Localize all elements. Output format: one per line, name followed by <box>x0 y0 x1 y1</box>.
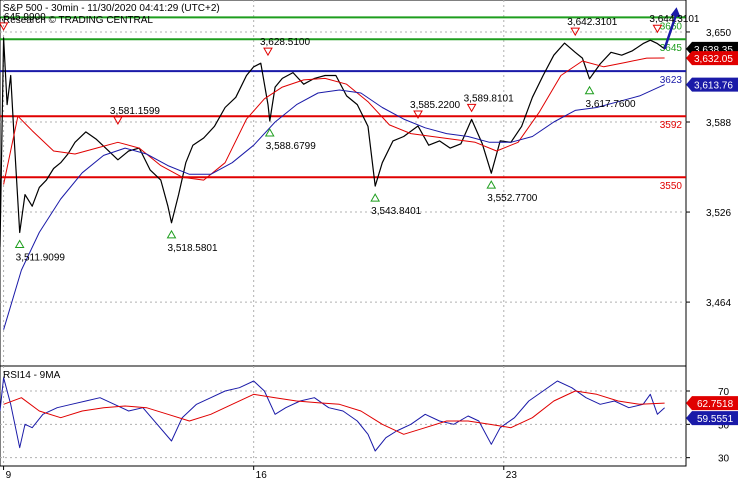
chart-subtitle: Research © TRADING CENTRAL <box>3 15 153 26</box>
price-levels: 36603645362335923550 <box>0 16 686 192</box>
level-label-4: 3550 <box>660 181 683 192</box>
rsi-series-line-rsi <box>0 377 665 452</box>
low-marker-3 <box>166 229 177 239</box>
value-tag-label-1: 3,632.05 <box>694 54 733 65</box>
x-tick-label-0: 9 <box>6 470 12 480</box>
high-label-2: 3,581.1599 <box>110 106 160 117</box>
high-marker-4 <box>263 47 273 57</box>
price-tick-label-1: 3,588 <box>706 118 731 129</box>
rsi-series <box>0 377 665 452</box>
low-marker-11 <box>584 85 595 95</box>
value-tag-bg-2 <box>686 77 738 92</box>
rsi-title: RSI14 - 9MA <box>3 370 61 381</box>
projection-arrow-head <box>670 7 681 18</box>
rsi-series-line-rsi-ma <box>3 390 665 435</box>
rsi-plot-frame <box>0 365 687 467</box>
x-tick-label-2: 23 <box>506 470 518 480</box>
high-marker-8 <box>466 103 477 113</box>
rsi-value-tag-bg-1 <box>686 411 738 426</box>
low-marker-5 <box>264 128 275 137</box>
price-panel: 36603645362335923550 3,645.99003,511.909… <box>0 0 738 367</box>
rsi-panel: 70 50 30 62.7518 59.5551 RSI14 - 9MA <box>0 365 738 467</box>
high-marker-7 <box>413 110 423 120</box>
price-tick-label-2: 3,526 <box>706 208 731 219</box>
chart-title: S&P 500 - 30min - 11/30/2020 04:41:29 (U… <box>3 3 220 14</box>
rsi-tick-label-2: 30 <box>718 454 730 465</box>
level-label-2: 3623 <box>660 75 683 86</box>
rsi-tick-label-0: 70 <box>718 387 730 398</box>
low-label-1: 3,511.9099 <box>16 253 66 264</box>
low-marker-9 <box>486 180 497 189</box>
high-label-8: 3,589.8101 <box>464 93 514 104</box>
high-marker-10 <box>570 27 581 37</box>
price-y-axis: 3,650 3,588 3,526 3,464 <box>686 28 731 309</box>
price-plot-frame <box>0 0 687 367</box>
price-tick-label-0: 3,650 <box>706 28 731 39</box>
rsi-value-tag-bg-0 <box>686 396 738 411</box>
rsi-y-axis: 70 50 30 <box>686 387 730 465</box>
rsi-value-tag-label-0: 62.7518 <box>697 399 734 410</box>
high-label-0: 3,645.9900 <box>0 12 46 23</box>
high-label-12: 3,644.3101 <box>649 14 699 25</box>
rsi-tick-label-1: 50 <box>718 420 730 431</box>
low-marker-1 <box>14 239 25 249</box>
value-tag-bg-1 <box>686 51 738 66</box>
high-marker-0 <box>0 22 9 31</box>
low-label-9: 3,552.7700 <box>487 193 537 204</box>
value-tag-label-0: 3,638.35 <box>694 45 733 56</box>
high-label-4: 3,628.5100 <box>260 37 310 48</box>
level-label-1: 3645 <box>660 43 683 54</box>
rsi-grid <box>0 366 686 466</box>
high-marker-12 <box>652 24 663 34</box>
x-tick-label-1: 16 <box>256 470 268 480</box>
value-tag-label-2: 3,613.76 <box>694 81 733 92</box>
high-label-10: 3,642.3101 <box>567 17 617 28</box>
series-line-ma-fast <box>3 57 665 185</box>
low-marker-6 <box>370 193 381 202</box>
low-label-11: 3,617.7600 <box>586 99 636 110</box>
price-value-tags: 3,638.353,632.05 3,613.76 <box>686 41 738 92</box>
price-series <box>0 7 681 330</box>
x-axis: 9 16 23 <box>0 465 686 480</box>
price-tick-label-3: 3,464 <box>706 298 731 309</box>
rsi-value-tags: 62.7518 59.5551 <box>686 396 738 426</box>
series-line-price <box>0 37 665 247</box>
low-label-3: 3,518.5801 <box>168 243 218 254</box>
high-label-7: 3,585.2200 <box>410 100 460 111</box>
price-annotations: 3,645.9900 3,511.9099 3,581.1599 3,518.5801… <box>0 12 700 264</box>
high-marker-2 <box>113 116 123 125</box>
series-line-ma-slow <box>3 84 665 330</box>
projection-arrow-shaft <box>663 12 678 50</box>
low-label-6: 3,543.8401 <box>371 206 421 217</box>
low-label-5: 3,588.6799 <box>266 141 316 152</box>
rsi-value-tag-label-1: 59.5551 <box>697 414 734 425</box>
level-label-3: 3592 <box>660 120 683 131</box>
